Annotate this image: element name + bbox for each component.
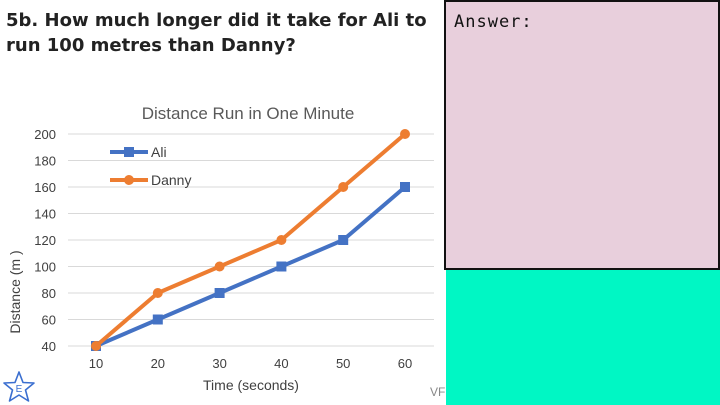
x-tick-label: 60 [398, 356, 412, 371]
series-line-ali [95, 185, 407, 348]
x-tick-label: 40 [274, 356, 288, 371]
x-tick-label: 10 [89, 356, 103, 371]
data-point-danny [400, 129, 410, 139]
y-tick-label: 100 [34, 260, 56, 275]
legend-label-ali: Ali [151, 144, 167, 160]
x-tick-label: 50 [336, 356, 350, 371]
footer-text: VF [430, 385, 446, 399]
chart-title: Distance Run in One Minute [142, 104, 355, 123]
data-point-danny [214, 261, 225, 272]
y-tick-label: 180 [34, 154, 56, 169]
badge-letter: E [16, 384, 23, 395]
y-axis-label: Distance (m ) [7, 250, 23, 333]
data-point-danny [276, 235, 287, 245]
x-tick-label: 30 [212, 356, 226, 371]
y-tick-label: 80 [42, 286, 56, 301]
data-point-danny [91, 341, 101, 351]
question-text: 5b. How much longer did it take for Ali … [6, 10, 427, 56]
legend-marker-danny [124, 175, 134, 185]
teal-panel [446, 270, 720, 405]
x-tick-label: 20 [151, 356, 165, 371]
data-point-danny [338, 182, 349, 192]
y-tick-label: 60 [42, 313, 56, 328]
data-point-danny [152, 288, 163, 298]
y-tick-label: 40 [42, 339, 56, 354]
series-line-danny [94, 132, 407, 348]
y-tick-label: 160 [34, 180, 56, 195]
answer-label: Answer: [454, 12, 533, 32]
data-point-ali [400, 182, 410, 192]
y-tick-label: 200 [34, 127, 56, 142]
star-icon: E [3, 371, 35, 402]
data-point-ali [338, 235, 349, 245]
line-chart: 40 60 80 100 120 140 160 180 200 10 20 30 40 50 60 Ali… [7, 104, 434, 393]
data-point-ali [276, 261, 287, 272]
y-tick-label: 120 [34, 233, 56, 248]
x-axis-label: Time (seconds) [203, 377, 299, 393]
legend-label-danny: Danny [151, 172, 191, 188]
data-point-ali [214, 288, 225, 298]
answer-box[interactable]: Answer: [444, 0, 720, 270]
data-point-ali [152, 314, 163, 325]
legend-marker-ali [124, 147, 134, 157]
y-tick-label: 140 [34, 207, 56, 222]
